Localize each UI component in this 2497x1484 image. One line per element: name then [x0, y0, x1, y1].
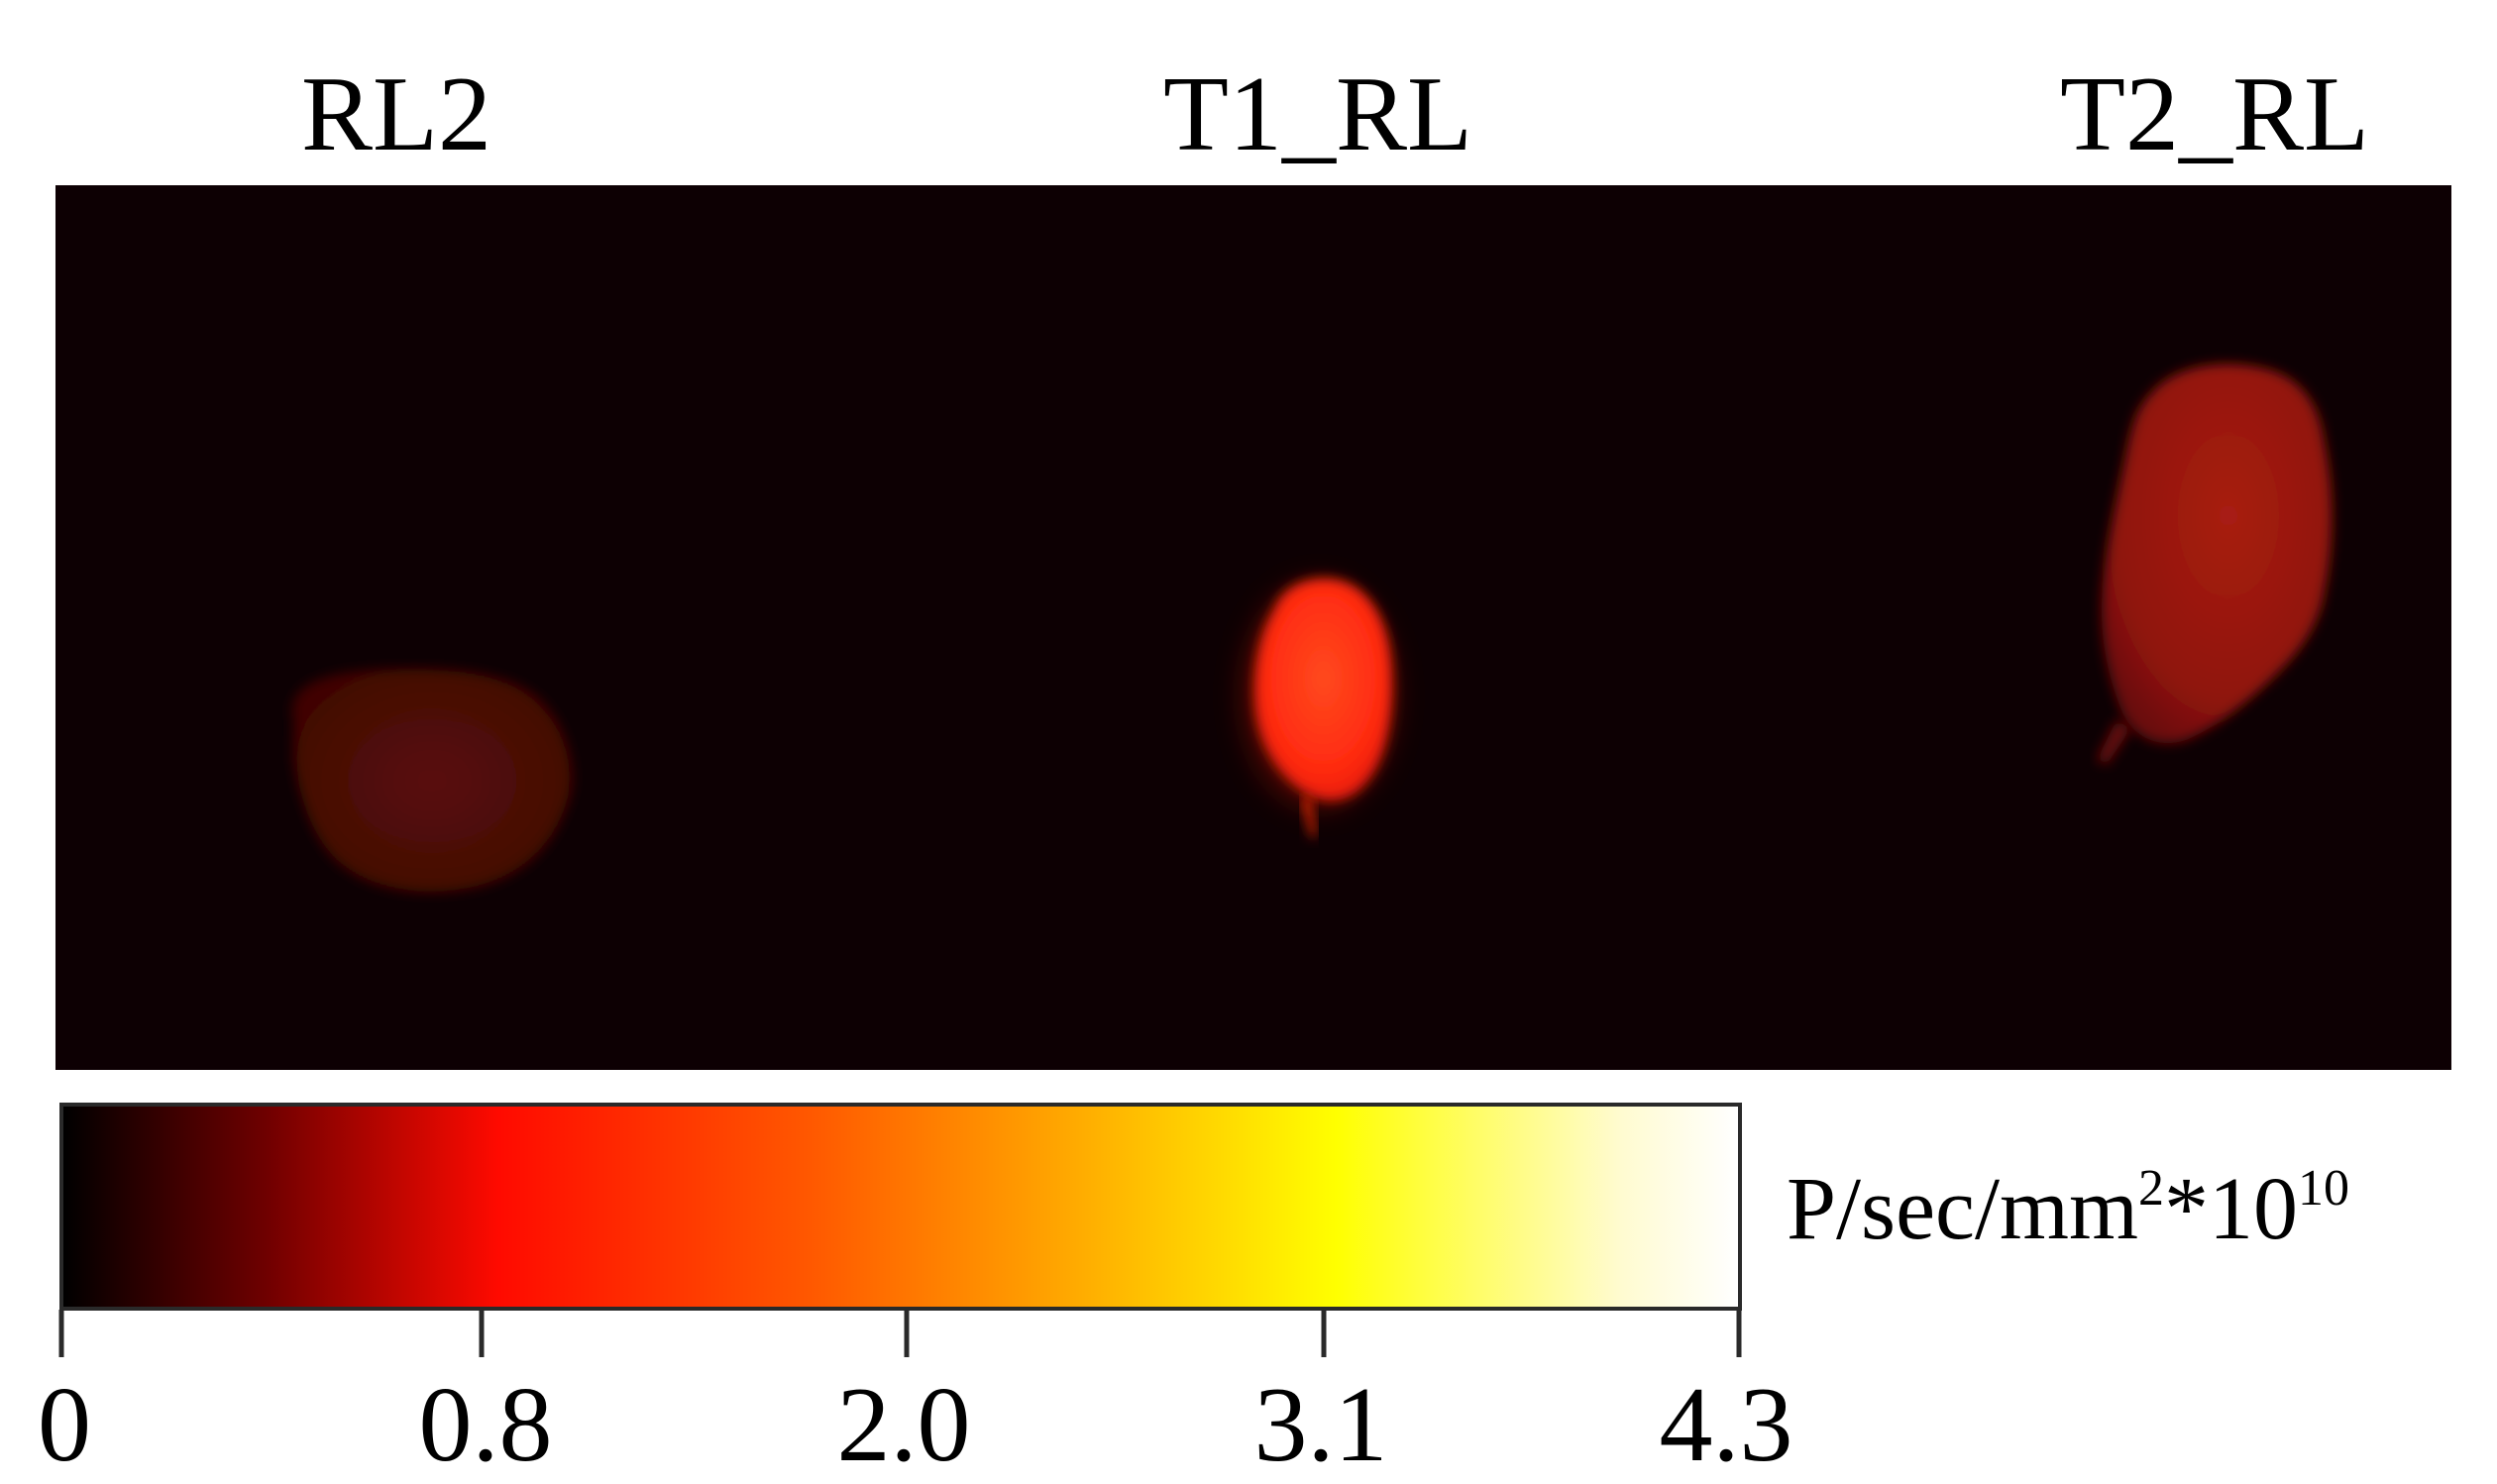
colorbar-tick-label: 3.1	[1253, 1366, 1388, 1484]
colorbar-tick-label: 0	[38, 1366, 91, 1484]
unit-exponent-area: 2	[2138, 1160, 2164, 1217]
colorbar	[59, 1103, 1742, 1311]
unit-exponent-scale: 10	[2298, 1160, 2349, 1217]
fluorescence-image-svg	[55, 185, 2451, 1070]
colorbar-tick-mark	[1321, 1310, 1327, 1357]
colorbar-tick-label: 0.8	[418, 1366, 553, 1484]
colorbar-tick-mark	[1736, 1310, 1742, 1357]
sample-label-t2-rl: T2_RL	[2060, 55, 2369, 173]
sample-label-t1-rl: T1_RL	[1163, 55, 1472, 173]
fluorescence-image	[55, 185, 2451, 1070]
colorbar-unit-label: P/sec/mm2*1010	[1787, 1163, 2349, 1254]
colorbar-tick-label: 4.3	[1659, 1366, 1793, 1484]
unit-base: P/sec/mm	[1787, 1160, 2138, 1258]
colorbar-tick-mark	[904, 1310, 910, 1357]
colorbar-tick-mark	[479, 1310, 485, 1357]
organ-t1-rl	[1242, 579, 1396, 839]
sample-label-rl2: RL2	[300, 55, 492, 173]
organ-t2-rl	[2097, 364, 2333, 765]
colorbar-tick-mark	[58, 1310, 64, 1357]
organ-rl2	[291, 668, 573, 894]
unit-multiplier: *10	[2164, 1160, 2298, 1258]
colorbar-tick-label: 2.0	[836, 1366, 971, 1484]
